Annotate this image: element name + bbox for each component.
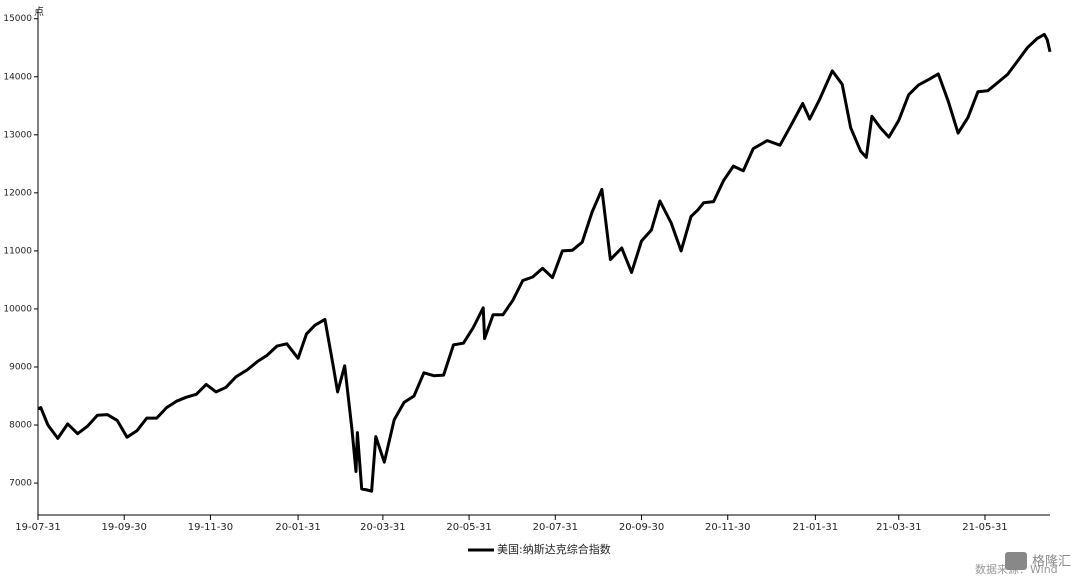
x-tick-label: 20-09-30 — [619, 522, 664, 533]
legend-label: 美国:纳斯达克综合指数 — [497, 542, 611, 556]
x-tick-label: 19-09-30 — [102, 522, 147, 533]
x-tick-label: 20-01-31 — [275, 522, 320, 533]
y-tick-label: 9000 — [9, 362, 32, 372]
x-tick-label: 19-07-31 — [15, 522, 60, 533]
y-tick-label: 10000 — [3, 304, 32, 314]
x-tick-label: 21-01-31 — [793, 522, 838, 533]
y-tick-label: 11000 — [3, 246, 32, 256]
logo — [1005, 552, 1027, 570]
y-tick-label: 15000 — [3, 14, 32, 24]
y-unit: 点 — [34, 6, 44, 18]
x-tick-label: 20-11-30 — [705, 522, 750, 533]
line — [37, 32, 1052, 493]
x-tick-label: 19-11-30 — [188, 522, 233, 533]
x-tick-label: 20-03-31 — [360, 522, 405, 533]
y-tick-label: 7000 — [9, 479, 32, 489]
watermark: 格隆汇 — [1032, 554, 1071, 570]
x-tick-label: 20-07-31 — [533, 522, 578, 533]
y-tick-label: 13000 — [3, 130, 32, 140]
x-tick-label: 21-05-31 — [962, 522, 1007, 533]
y-tick-label: 12000 — [3, 188, 32, 198]
x-tick-label: 20-05-31 — [446, 522, 491, 533]
y-tick-label: 8000 — [9, 421, 32, 431]
y-tick-label: 14000 — [3, 72, 32, 82]
x-tick-label: 21-03-31 — [876, 522, 921, 533]
